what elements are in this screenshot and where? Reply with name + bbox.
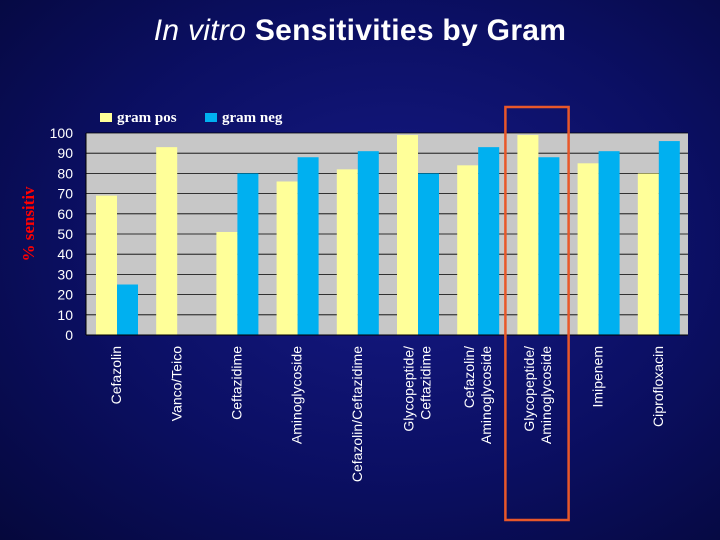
category-label: Aminoglycoside	[478, 346, 494, 444]
bar-gram-neg-6	[418, 173, 439, 335]
bar-gram-pos-5	[336, 169, 358, 335]
bar-gram-neg-3	[237, 173, 259, 335]
category-label: Ceftazidime	[229, 346, 245, 420]
y-tick-label: 60	[57, 206, 73, 222]
legend-label-1: gram pos	[117, 110, 177, 126]
category-label: Glycopeptide/	[521, 346, 537, 432]
bar-gram-pos-2	[156, 147, 178, 335]
bar-gram-pos-6	[397, 135, 418, 335]
bar-gram-pos-4	[276, 181, 298, 335]
category-label: Cefazolin	[108, 346, 124, 404]
bar-gram-neg-8	[538, 157, 560, 335]
y-tick-label: 40	[57, 246, 73, 262]
category-label: Glycopeptide/	[401, 346, 417, 432]
highlight-box	[504, 105, 570, 522]
legend-swatch-1	[100, 113, 112, 122]
category-label: Imipenem	[590, 346, 606, 407]
bar-gram-pos-1	[96, 195, 117, 335]
y-tick-label: 30	[57, 266, 73, 282]
bar-gram-pos-8	[517, 135, 539, 335]
category-label: Cefazolin/Ceftazidime	[349, 346, 365, 482]
category-label: Ciprofloxacin	[650, 346, 666, 427]
y-tick-label: 70	[57, 186, 73, 202]
y-tick-label: 0	[65, 327, 73, 343]
category-label: Vanco/Teico	[168, 346, 184, 421]
bar-gram-neg-4	[297, 157, 319, 335]
category-label: Cefazolin/	[461, 346, 477, 408]
y-tick-label: 80	[57, 165, 73, 181]
bar-gram-pos-10	[637, 173, 659, 335]
bar-gram-neg-10	[658, 141, 680, 335]
category-label: Aminoglycoside	[538, 346, 554, 444]
slide-title-rest: Sensitivities by Gram	[246, 14, 567, 47]
legend-label-2: gram neg	[222, 110, 283, 126]
y-tick-label: 50	[57, 226, 73, 242]
bar-gram-pos-3	[216, 231, 238, 335]
y-tick-label: 100	[50, 125, 74, 141]
legend-swatch-2	[205, 113, 217, 122]
category-label: Ceftazidime	[418, 346, 434, 420]
bar-gram-pos-7	[457, 165, 479, 335]
bar-gram-neg-1	[117, 284, 138, 335]
y-axis-label: % sensitiv	[19, 186, 38, 262]
bar-gram-neg-9	[598, 151, 620, 335]
slide-title: In vitro Sensitivities by Gram	[0, 14, 720, 48]
category-label: Aminoglycoside	[289, 346, 305, 444]
slide-title-italic: In vitro	[153, 14, 247, 47]
y-tick-label: 90	[57, 145, 73, 161]
y-tick-label: 10	[57, 307, 73, 323]
bar-gram-pos-9	[577, 163, 599, 335]
bar-gram-neg-5	[357, 151, 379, 335]
bar-gram-neg-7	[478, 147, 500, 335]
y-tick-label: 20	[57, 287, 73, 303]
